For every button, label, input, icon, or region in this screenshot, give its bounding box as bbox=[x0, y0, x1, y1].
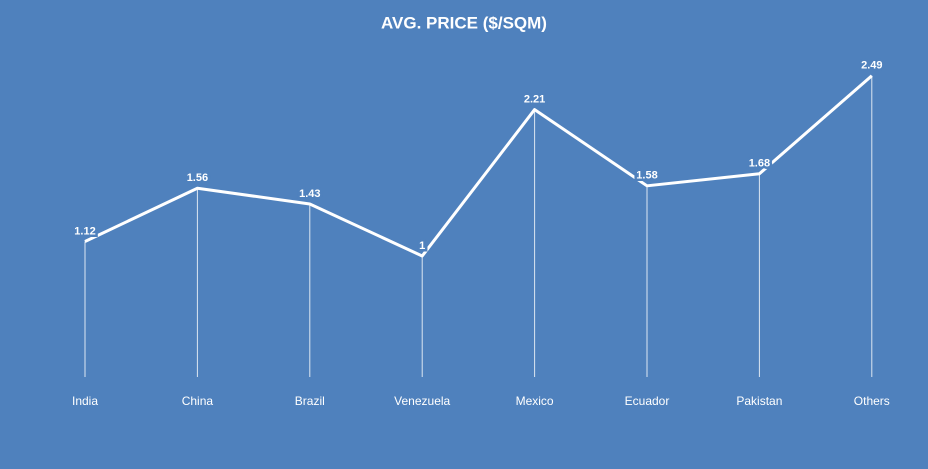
x-tick-label: Others bbox=[854, 394, 890, 408]
data-label: 1.58 bbox=[636, 170, 657, 182]
data-label: 2.21 bbox=[524, 93, 545, 105]
x-tick-label: Venezuela bbox=[394, 394, 450, 408]
data-label: 1.56 bbox=[187, 172, 208, 184]
data-label: 1.43 bbox=[299, 188, 320, 200]
x-tick-label: Mexico bbox=[516, 394, 554, 408]
data-label: 1.68 bbox=[749, 158, 770, 170]
chart-title: AVG. PRICE ($/SQM) bbox=[381, 13, 547, 32]
x-tick-label: Pakistan bbox=[736, 394, 782, 408]
x-tick-label: Ecuador bbox=[625, 394, 670, 408]
x-tick-label: China bbox=[182, 394, 214, 408]
x-tick-label: India bbox=[72, 394, 98, 408]
data-label: 1.12 bbox=[74, 225, 95, 237]
line-series bbox=[84, 74, 873, 258]
data-label: 2.49 bbox=[861, 60, 882, 72]
x-tick-label: Brazil bbox=[295, 394, 325, 408]
data-label: 1 bbox=[419, 240, 425, 252]
